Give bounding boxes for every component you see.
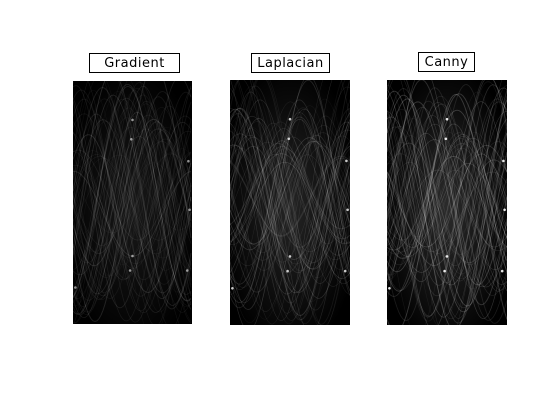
hough-sinusoids-canny (387, 80, 507, 325)
hough-sinusoids-laplacian (230, 80, 350, 325)
panel-title-canny: Canny (418, 52, 475, 72)
panel-title-laplacian: Laplacian (251, 53, 330, 73)
hough-image-laplacian (230, 80, 350, 325)
hough-image-gradient (73, 81, 192, 324)
hough-image-canny (387, 80, 507, 325)
hough-sinusoids-gradient (73, 81, 192, 324)
panel-title-gradient: Gradient (89, 53, 180, 73)
